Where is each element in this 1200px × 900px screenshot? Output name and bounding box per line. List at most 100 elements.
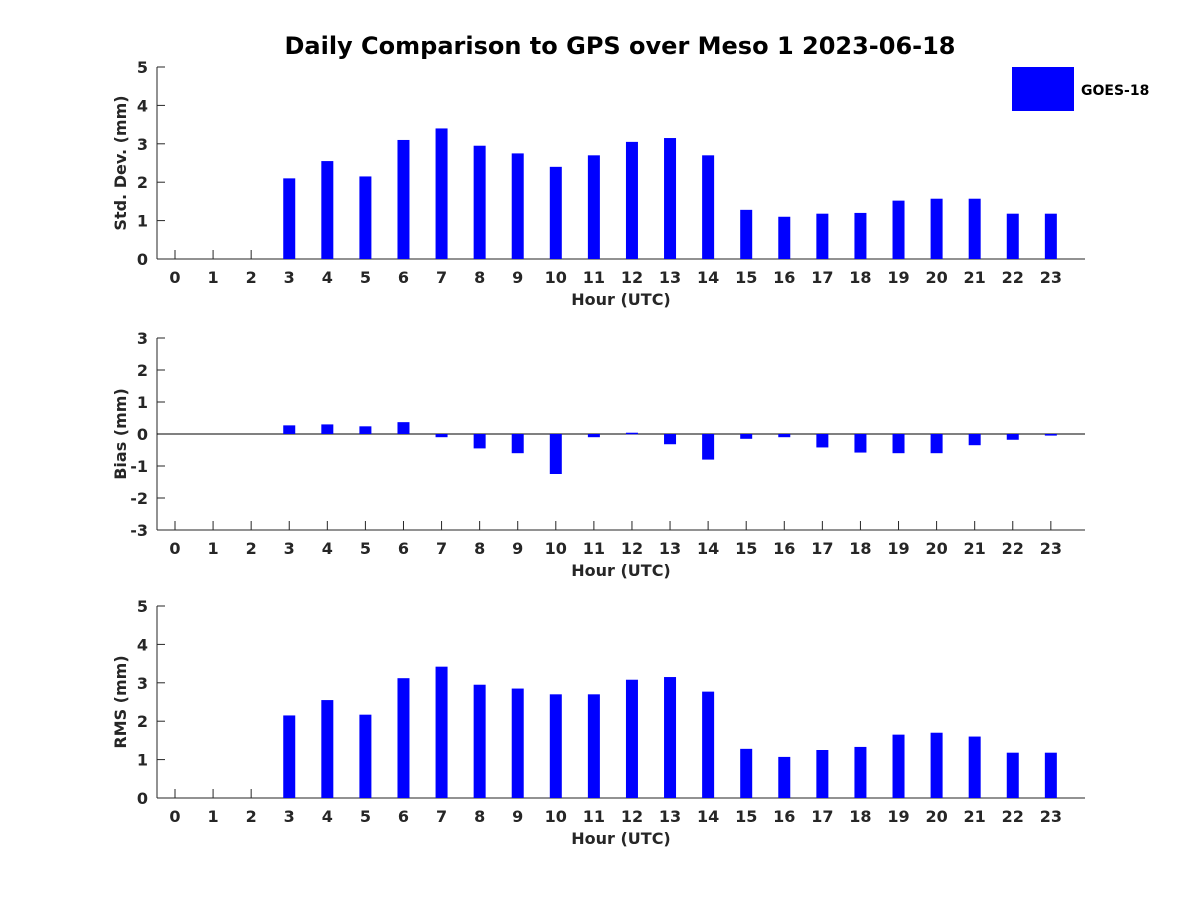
bar-hour-10 <box>549 166 562 259</box>
x-tick-label: 9 <box>512 268 523 287</box>
x-tick-label: 18 <box>849 807 871 826</box>
bar-hour-20 <box>930 434 943 454</box>
x-tick-label: 16 <box>773 807 795 826</box>
x-tick-label: 21 <box>964 268 986 287</box>
bar-hour-11 <box>587 434 600 438</box>
x-tick-label: 0 <box>169 539 180 558</box>
bar-hour-20 <box>930 198 943 259</box>
legend-label: GOES-18 <box>1081 83 1149 99</box>
bar-hour-18 <box>854 212 867 259</box>
y-tick-label: 0 <box>137 250 148 269</box>
y-tick-label: 0 <box>137 789 148 808</box>
bar-hour-23 <box>1044 752 1057 798</box>
x-tick-label: 14 <box>697 807 719 826</box>
x-tick-label: 3 <box>284 539 295 558</box>
bar-hour-6 <box>397 678 410 798</box>
bar-hour-10 <box>549 434 562 474</box>
x-tick-label: 9 <box>512 539 523 558</box>
bar-hour-21 <box>968 198 981 259</box>
x-tick-label: 6 <box>398 268 409 287</box>
x-tick-label: 17 <box>811 268 833 287</box>
x-tick-label: 8 <box>474 807 485 826</box>
x-tick-label: 2 <box>246 807 257 826</box>
x-axis-label: Hour (UTC) <box>571 829 671 848</box>
bar-hour-6 <box>397 422 410 434</box>
x-tick-label: 3 <box>284 268 295 287</box>
bar-hour-18 <box>854 746 867 798</box>
bar-hour-7 <box>435 434 448 438</box>
bar-hour-12 <box>625 432 638 435</box>
y-tick-label: -2 <box>130 489 148 508</box>
bar-hour-16 <box>778 756 791 798</box>
bar-hour-7 <box>435 128 448 259</box>
bar-hour-20 <box>930 732 943 798</box>
bar-hour-21 <box>968 434 981 446</box>
x-tick-label: 3 <box>284 807 295 826</box>
x-tick-label: 14 <box>697 539 719 558</box>
x-tick-label: 7 <box>436 539 447 558</box>
bar-hour-16 <box>778 434 791 438</box>
bar-hour-11 <box>587 155 600 259</box>
y-tick-label: 2 <box>137 712 148 731</box>
bar-hour-6 <box>397 139 410 259</box>
legend: GOES-18 <box>1002 57 1149 111</box>
y-tick-label: 2 <box>137 361 148 380</box>
bar-hour-22 <box>1006 752 1019 798</box>
x-tick-label: 1 <box>208 539 219 558</box>
x-tick-label: 6 <box>398 807 409 826</box>
y-tick-label: 4 <box>137 96 148 115</box>
bar-hour-13 <box>664 677 677 798</box>
x-tick-label: 4 <box>322 268 333 287</box>
bar-hour-16 <box>778 216 791 259</box>
bar-hour-15 <box>740 434 753 439</box>
x-tick-label: 1 <box>208 807 219 826</box>
y-tick-label: 1 <box>137 751 148 770</box>
bar-hour-14 <box>702 434 715 460</box>
y-axis-label: RMS (mm) <box>111 655 130 748</box>
bar-hour-14 <box>702 691 715 798</box>
x-tick-label: 13 <box>659 539 681 558</box>
legend-swatch <box>1012 67 1074 111</box>
bar-hour-3 <box>283 178 296 259</box>
x-tick-label: 4 <box>322 539 333 558</box>
x-tick-label: 5 <box>360 268 371 287</box>
bar-hour-4 <box>321 424 334 434</box>
x-tick-label: 18 <box>849 268 871 287</box>
x-tick-label: 21 <box>964 539 986 558</box>
bar-hour-19 <box>892 434 905 454</box>
y-tick-label: 0 <box>137 425 148 444</box>
x-axis-label: Hour (UTC) <box>571 290 671 309</box>
bar-hour-14 <box>702 155 715 259</box>
x-tick-label: 19 <box>887 539 909 558</box>
x-tick-label: 13 <box>659 268 681 287</box>
y-tick-label: -3 <box>130 521 148 540</box>
bar-hour-21 <box>968 736 981 798</box>
x-tick-label: 20 <box>925 268 947 287</box>
bar-hour-19 <box>892 200 905 259</box>
x-tick-label: 6 <box>398 539 409 558</box>
bar-hour-17 <box>816 434 829 448</box>
x-tick-label: 10 <box>545 807 567 826</box>
x-tick-label: 20 <box>925 539 947 558</box>
x-tick-label: 16 <box>773 268 795 287</box>
bar-hour-5 <box>359 714 372 798</box>
x-tick-label: 8 <box>474 268 485 287</box>
y-tick-label: 4 <box>137 635 148 654</box>
x-tick-label: 4 <box>322 807 333 826</box>
bar-hour-22 <box>1006 213 1019 259</box>
bar-hour-13 <box>664 434 677 445</box>
bar-hour-4 <box>321 161 334 259</box>
bar-hour-12 <box>625 141 638 259</box>
bar-hour-9 <box>511 153 524 259</box>
bar-hour-12 <box>625 679 638 798</box>
x-tick-label: 19 <box>887 807 909 826</box>
bar-hour-15 <box>740 748 753 798</box>
bar-hour-17 <box>816 213 829 259</box>
x-tick-label: 7 <box>436 268 447 287</box>
bar-hour-5 <box>359 176 372 259</box>
bar-hour-15 <box>740 209 753 259</box>
